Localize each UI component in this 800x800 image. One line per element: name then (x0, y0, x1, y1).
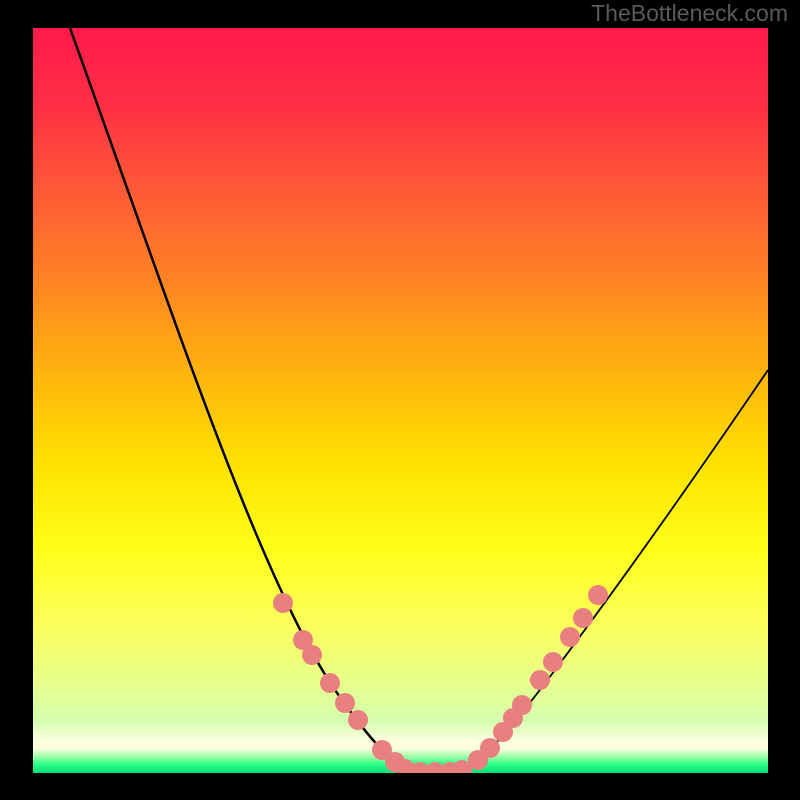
bottleneck-chart (0, 0, 800, 800)
marker-point (560, 627, 580, 647)
marker-point (573, 608, 593, 628)
marker-point (302, 645, 322, 665)
watermark-text: TheBottleneck.com (591, 0, 788, 27)
marker-point (335, 693, 355, 713)
marker-point (512, 695, 532, 715)
marker-point (588, 585, 608, 605)
marker-point (480, 738, 500, 758)
gradient-background (33, 28, 768, 773)
marker-point (348, 710, 368, 730)
marker-point (273, 593, 293, 613)
marker-point (530, 670, 550, 690)
marker-point (320, 673, 340, 693)
marker-point (543, 652, 563, 672)
